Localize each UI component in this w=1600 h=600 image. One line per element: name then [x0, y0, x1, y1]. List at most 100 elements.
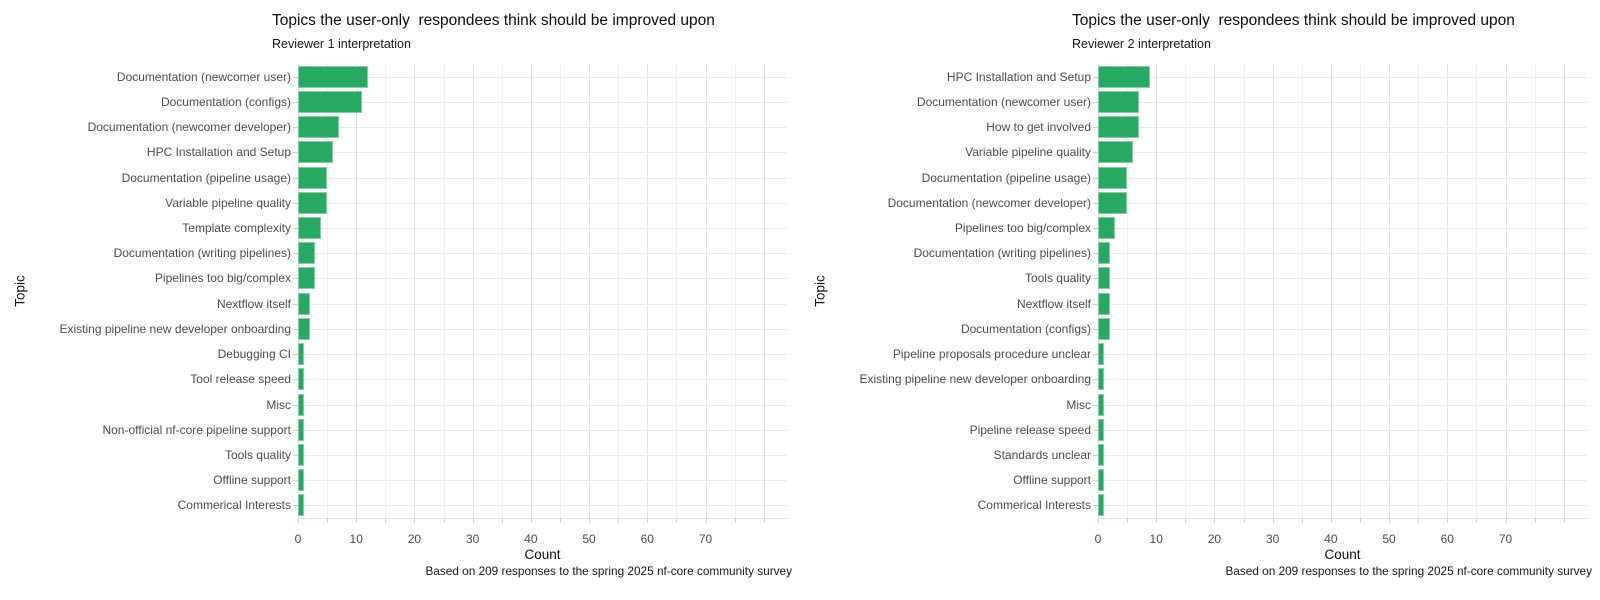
x-gridline [1098, 64, 1099, 518]
x-gridline [1214, 64, 1216, 518]
x-gridline [1330, 64, 1332, 518]
y-axis-tick [1093, 278, 1098, 280]
bar [1098, 292, 1110, 315]
y-axis-tick [293, 253, 298, 255]
x-gridline [530, 64, 532, 518]
x-tick-label: 30 [465, 532, 480, 546]
chart-subtitle: Reviewer 1 interpretation [272, 37, 411, 51]
bar [298, 90, 363, 113]
x-tick-label: 0 [294, 532, 302, 546]
x-tick-label: 50 [582, 532, 596, 546]
x-axis-tick [589, 518, 591, 523]
category-label: Documentation (newcomer user) [916, 94, 1091, 109]
x-tick-label: 30 [1265, 532, 1280, 546]
category-label: Documentation (writing pipelines) [913, 246, 1091, 261]
x-axis-tick [1505, 518, 1507, 523]
category-label: Documentation (pipeline usage) [921, 170, 1091, 185]
category-label: How to get involved [986, 120, 1091, 135]
x-axis-tick [618, 518, 620, 523]
category-label: Non-official nf-core pipeline support [102, 422, 291, 437]
y-gridline [1098, 253, 1587, 255]
x-gridline [676, 64, 678, 518]
x-tick-label: 50 [1382, 532, 1396, 546]
x-axis-tick [1214, 518, 1216, 523]
bar [1098, 90, 1139, 113]
bar [298, 343, 304, 366]
x-axis-tick [1156, 518, 1158, 523]
x-gridline [385, 64, 387, 518]
category-label: Documentation (newcomer developer) [887, 195, 1091, 210]
category-label: Tool release speed [190, 372, 291, 387]
bar [1098, 216, 1116, 239]
bar [1098, 469, 1104, 492]
category-label: Documentation (writing pipelines) [113, 246, 291, 261]
y-axis-tick [1093, 454, 1098, 456]
x-gridline [1389, 64, 1391, 518]
y-axis-tick [1093, 227, 1098, 229]
category-label: Tools quality [224, 447, 291, 462]
x-gridline [443, 64, 445, 518]
y-gridline [1098, 202, 1587, 204]
x-tick-label: 40 [524, 532, 538, 546]
x-axis-tick [1389, 518, 1391, 523]
y-axis-tick [293, 177, 298, 179]
chart-reviewer-2-interpretation: Topics the user-only respondees think sh… [800, 0, 1600, 600]
y-axis-tick [293, 227, 298, 229]
bar [298, 469, 304, 492]
y-axis-tick [1093, 303, 1098, 305]
y-axis-tick [293, 379, 298, 381]
y-gridline [298, 227, 787, 229]
y-axis-tick [1093, 429, 1098, 431]
x-axis-tick [1301, 518, 1303, 523]
x-tick-label: 70 [1498, 532, 1513, 546]
x-tick-label: 10 [1149, 532, 1163, 546]
y-axis-tick [1093, 177, 1098, 179]
x-axis-tick [647, 518, 649, 523]
y-axis-tick [293, 454, 298, 456]
y-gridline [1098, 379, 1587, 381]
y-gridline [1098, 505, 1587, 507]
y-axis-tick [293, 404, 298, 406]
x-axis-tick [1127, 518, 1129, 523]
bar [298, 65, 368, 88]
x-axis-tick [1272, 518, 1274, 523]
bar [1098, 343, 1104, 366]
x-tick-label: 70 [698, 532, 713, 546]
y-gridline [1098, 76, 1587, 78]
y-gridline [298, 127, 787, 129]
x-gridline [1243, 64, 1245, 518]
y-gridline [298, 328, 787, 330]
y-axis-tick [1093, 101, 1098, 103]
plot-panel [298, 64, 787, 519]
bar [298, 267, 316, 290]
x-axis-tick [530, 518, 532, 523]
bar [298, 191, 328, 214]
y-axis-tick [1093, 354, 1098, 356]
x-axis-tick [1185, 518, 1187, 523]
y-axis-tick [1093, 152, 1098, 154]
x-gridline [1505, 64, 1507, 518]
x-axis-tick [1534, 518, 1536, 523]
chart-subtitle: Reviewer 2 interpretation [1072, 37, 1211, 51]
bar [1098, 242, 1110, 265]
x-axis-tick [1476, 518, 1478, 523]
x-axis-tick [1243, 518, 1245, 523]
y-gridline [298, 278, 787, 280]
y-axis-tick [293, 354, 298, 356]
y-axis-tick [293, 505, 298, 507]
category-label: Pipelines too big/complex [954, 220, 1091, 235]
x-gridline [1476, 64, 1478, 518]
category-label: Nextflow itself [1016, 296, 1091, 311]
y-gridline [1098, 278, 1587, 280]
y-gridline [1098, 328, 1587, 330]
y-axis-tick [293, 303, 298, 305]
x-axis-title: Count [524, 547, 561, 562]
y-gridline [298, 253, 787, 255]
category-label: Template complexity [182, 220, 291, 235]
y-gridline [298, 505, 787, 507]
x-tick-label: 20 [407, 532, 422, 546]
y-gridline [1098, 404, 1587, 406]
category-label: Nextflow itself [216, 296, 291, 311]
y-gridline [298, 202, 787, 204]
x-tick-label: 10 [349, 532, 363, 546]
